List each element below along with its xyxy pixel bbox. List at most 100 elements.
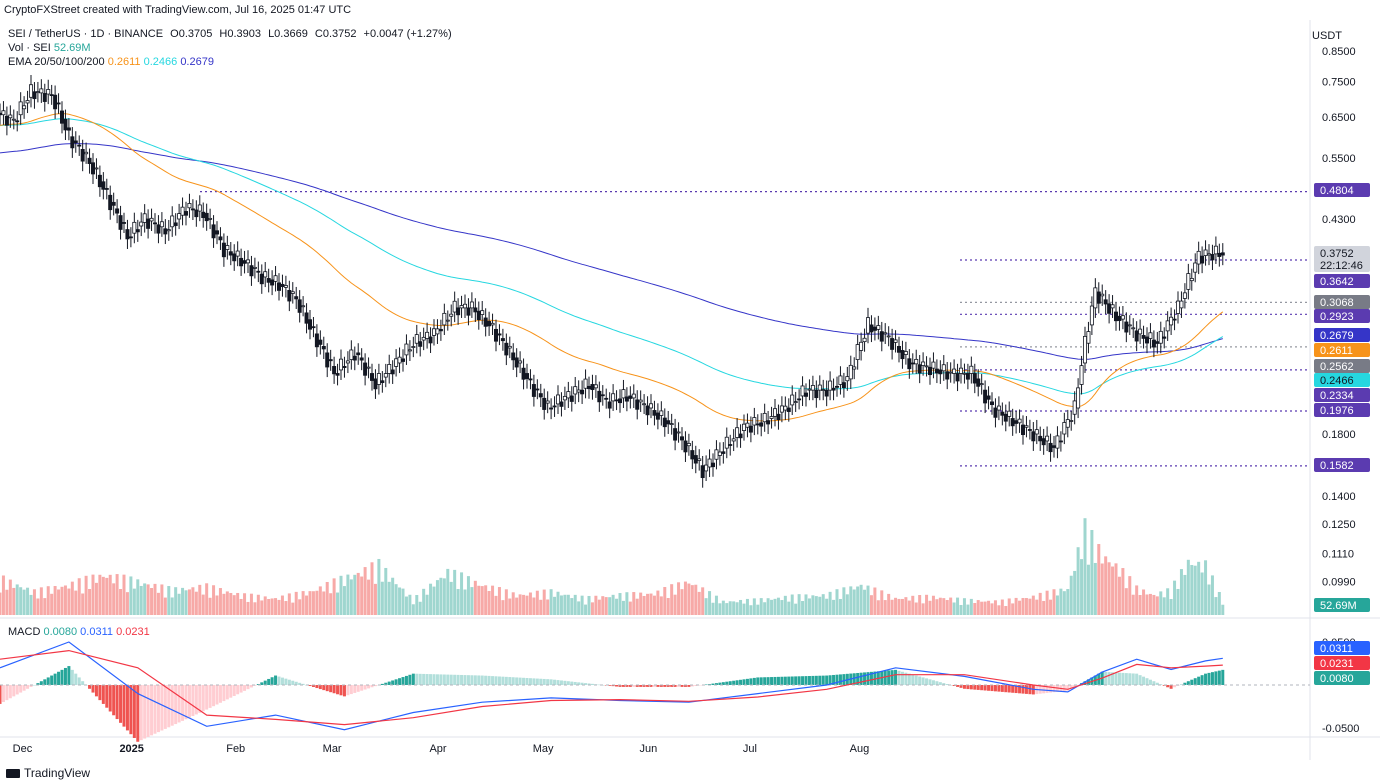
volume-bar — [508, 598, 512, 615]
volume-bar — [57, 589, 61, 615]
candle-body — [218, 236, 223, 241]
candle-body — [1134, 330, 1139, 342]
candle-body — [628, 395, 633, 399]
price-tick-label: 0.1250 — [1322, 519, 1356, 531]
volume-bar — [408, 594, 412, 615]
volume-bar — [783, 595, 787, 615]
macd-legend[interactable]: MACD 0.0080 0.0311 0.0231 — [8, 626, 150, 638]
volume-legend[interactable]: Vol · SEI 52.69M — [8, 42, 91, 54]
volume-bar — [728, 601, 732, 615]
macd-histogram-bar — [401, 677, 405, 685]
volume-bar — [749, 605, 753, 615]
candle-body — [77, 144, 82, 147]
candle-body — [235, 250, 240, 257]
macd-histogram-bar — [277, 676, 281, 685]
volume-bar — [887, 593, 891, 615]
macd-histogram-bar — [956, 685, 960, 687]
volume-bar — [280, 595, 284, 615]
candle-body — [1210, 254, 1215, 261]
candle-body — [700, 465, 705, 479]
volume-bar — [391, 577, 395, 615]
tradingview-brand[interactable]: TradingView — [6, 766, 90, 780]
macd-histogram-bar — [807, 676, 811, 685]
price-axis-label-bg — [1314, 309, 1370, 323]
macd-histogram-bar — [501, 676, 505, 685]
macd-histogram-bar — [801, 676, 805, 685]
candle-body — [314, 333, 319, 348]
volume-bar — [962, 598, 966, 615]
candle-body — [814, 389, 819, 399]
candle-body — [1203, 249, 1208, 256]
candle-body — [1, 110, 6, 116]
volume-bar — [518, 594, 522, 615]
symbol-name[interactable]: SEI / TetherUS · 1D · BINANCE — [8, 28, 164, 40]
candle-body — [84, 151, 89, 155]
volume-bar — [146, 584, 150, 615]
volume-bar — [1190, 565, 1194, 615]
candle-body — [752, 417, 757, 426]
ohlc-open: O0.3705 — [170, 28, 213, 40]
volume-bar — [942, 598, 946, 615]
candle-body — [180, 206, 185, 216]
macd-histogram-bar — [349, 685, 353, 695]
volume-bar — [305, 595, 309, 615]
volume-bar — [236, 592, 240, 615]
volume-bar — [759, 598, 763, 615]
candle-body — [1045, 435, 1050, 442]
ema-legend[interactable]: EMA 20/50/100/200 0.2611 0.2466 0.2679 — [8, 56, 214, 68]
candle-body — [311, 326, 316, 329]
macd-histogram-bar — [535, 678, 539, 685]
volume-bar — [515, 597, 519, 615]
candle-body — [721, 451, 726, 454]
candle-body — [724, 436, 729, 449]
candle-body — [1107, 303, 1112, 314]
candle-body — [66, 127, 71, 131]
macd-histogram-bar — [773, 676, 777, 685]
candle-body — [683, 440, 688, 453]
volume-bar — [921, 603, 925, 615]
macd-histogram-bar — [129, 685, 133, 735]
candle-body — [742, 423, 747, 431]
macd-histogram-bar — [976, 685, 980, 690]
volume-bar — [1197, 561, 1201, 615]
volume-bar — [1124, 588, 1128, 615]
macd-histogram-bar — [869, 671, 873, 685]
countdown-label: 22:12:46 — [1320, 260, 1363, 272]
candle-body — [1021, 424, 1026, 436]
volume-bar — [849, 586, 853, 615]
volume-bar — [856, 586, 860, 615]
macd-histogram-bar — [36, 683, 40, 685]
currency-label[interactable]: USDT — [1312, 30, 1342, 42]
volume-bar — [70, 581, 74, 615]
candle-body — [1079, 365, 1084, 385]
volume-bar — [1217, 591, 1221, 615]
candle-body — [562, 395, 567, 401]
candle-body — [673, 428, 678, 441]
volume-bar — [876, 600, 880, 615]
candle-body — [1052, 445, 1057, 448]
macd-histogram-bar — [404, 675, 408, 685]
candle-body — [170, 215, 175, 228]
volume-bar — [63, 585, 67, 615]
macd-histogram-bar — [480, 675, 484, 685]
candle-body — [428, 336, 433, 344]
volume-bar — [98, 574, 102, 615]
macd-histogram-bar — [60, 669, 64, 685]
macd-histogram-bar — [646, 685, 650, 687]
macd-histogram-bar — [739, 679, 743, 685]
macd-histogram-bar — [728, 681, 732, 685]
volume-bar — [725, 603, 729, 615]
volume-bar — [119, 589, 123, 615]
macd-histogram-bar — [1014, 685, 1018, 694]
candle-body — [387, 364, 392, 374]
volume-bar — [491, 585, 495, 615]
candle-body — [500, 338, 505, 342]
candle-body — [239, 257, 244, 267]
macd-histogram-bar — [15, 685, 19, 695]
macd-histogram-bar — [1114, 672, 1118, 685]
macd-histogram-bar — [787, 676, 791, 685]
candle-body — [1003, 413, 1008, 422]
volume-bar — [711, 602, 715, 615]
candle-body — [456, 307, 461, 316]
